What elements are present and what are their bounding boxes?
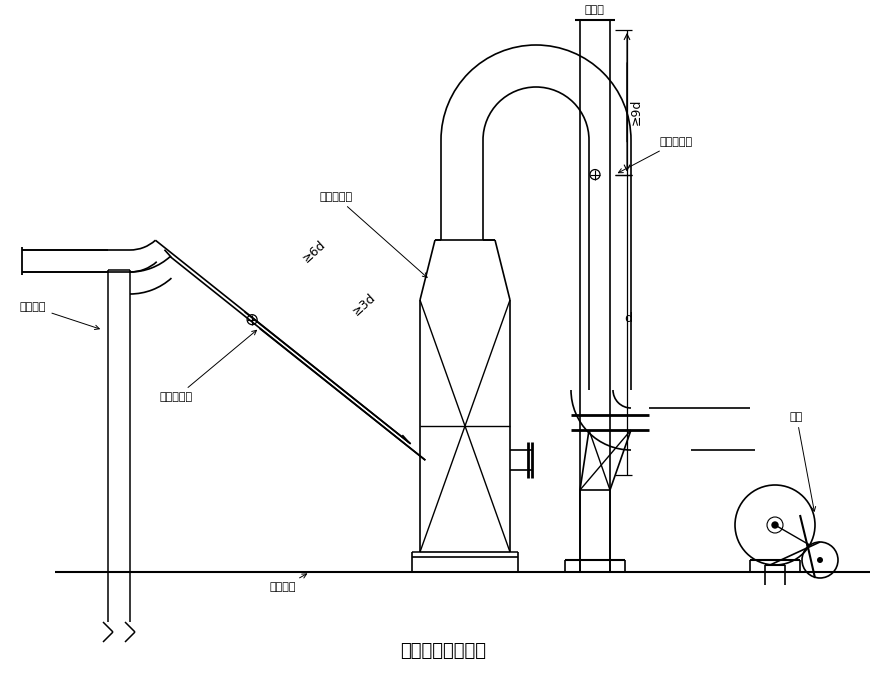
- Text: 楼顶地面: 楼顶地面: [269, 574, 307, 592]
- Text: ≥9d: ≥9d: [629, 99, 641, 125]
- Text: 废气净化塔: 废气净化塔: [320, 192, 427, 277]
- Text: d: d: [623, 312, 632, 325]
- Text: 采样孔位置示意图: 采样孔位置示意图: [400, 642, 486, 660]
- Text: ≥3d: ≥3d: [350, 290, 377, 318]
- Circle shape: [816, 557, 822, 563]
- Text: ≥6d: ≥6d: [299, 238, 328, 265]
- Text: 出气采样孔: 出气采样孔: [618, 137, 692, 173]
- Text: 进气采样孔: 进气采样孔: [159, 330, 256, 402]
- Text: 进气管道: 进气管道: [20, 302, 99, 330]
- Text: 风机: 风机: [789, 412, 815, 511]
- Circle shape: [771, 522, 777, 528]
- Text: 出气口: 出气口: [585, 5, 604, 15]
